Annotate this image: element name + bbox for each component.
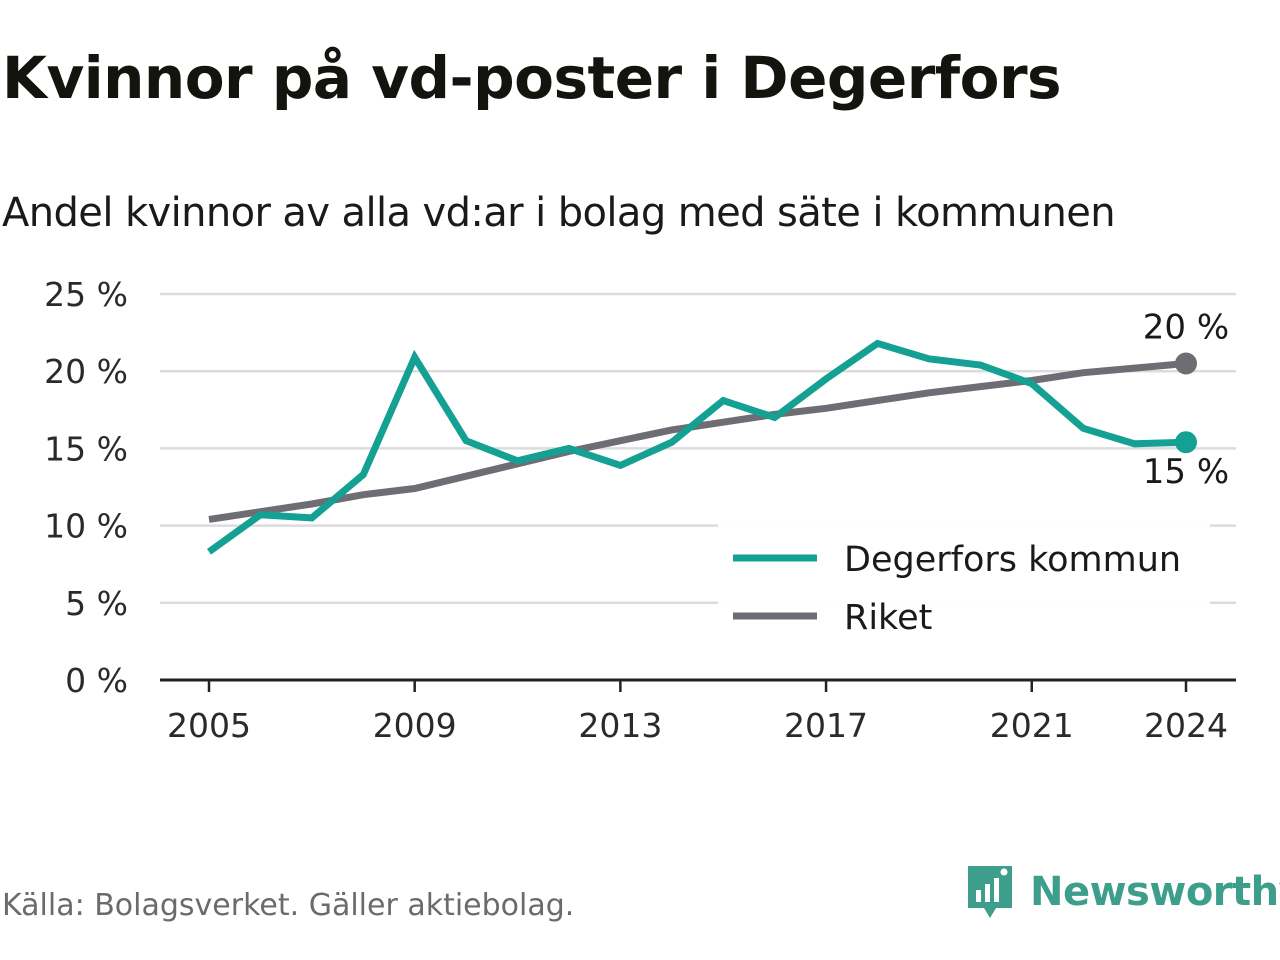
x-tick-label: 2024 <box>1144 706 1228 745</box>
end-markers: 20 % 15 % <box>1143 307 1229 492</box>
end-marker-riket <box>1175 352 1197 375</box>
chart-subtitle: Andel kvinnor av alla vd:ar i bolag med … <box>2 190 1116 236</box>
y-tick-label: 10 % <box>44 507 128 546</box>
end-label-degerfors: 15 % <box>1143 452 1229 492</box>
x-tick-label: 2017 <box>784 706 868 745</box>
series-lines <box>206 339 1187 555</box>
x-axis: 2005 2009 2013 2017 2021 2024 <box>160 678 1236 745</box>
x-tick-label: 2005 <box>167 706 251 745</box>
source-note: Källa: Bolagsverket. Gäller aktiebolag. <box>2 888 575 923</box>
legend-background <box>718 524 1210 648</box>
newsworthy-logo-icon <box>968 866 1012 918</box>
legend-label: Riket <box>844 598 932 638</box>
end-label-riket: 20 % <box>1143 307 1229 347</box>
brand-name: Newsworthy <box>1030 869 1280 915</box>
y-tick-label: 20 % <box>44 352 128 391</box>
brand-logo: Newsworthy <box>964 862 1280 922</box>
x-tick-label: 2009 <box>373 706 457 745</box>
x-tick-label: 2021 <box>990 706 1074 745</box>
end-marker-degerfors <box>1175 431 1197 454</box>
chart-title: Kvinnor på vd-poster i Degerfors <box>2 44 1062 112</box>
y-axis-ticks: 0 % 5 % 10 % 15 % 20 % 25 % <box>44 275 128 700</box>
series-line-degerfors-kommun <box>206 339 1187 555</box>
legend-label: Degerfors kommun <box>844 540 1181 580</box>
line-chart: 0 %5 %10 %15 %20 %25 % 2005 2009 2013 2017 2… <box>44 275 1236 745</box>
legend: Degerfors kommun Riket <box>718 524 1210 648</box>
y-tick-label: 0 % <box>65 661 128 700</box>
y-tick-label: 25 % <box>44 275 128 314</box>
x-tick-label: 2013 <box>578 706 662 745</box>
y-tick-label: 15 % <box>44 429 128 468</box>
y-tick-label: 5 % <box>65 584 128 623</box>
